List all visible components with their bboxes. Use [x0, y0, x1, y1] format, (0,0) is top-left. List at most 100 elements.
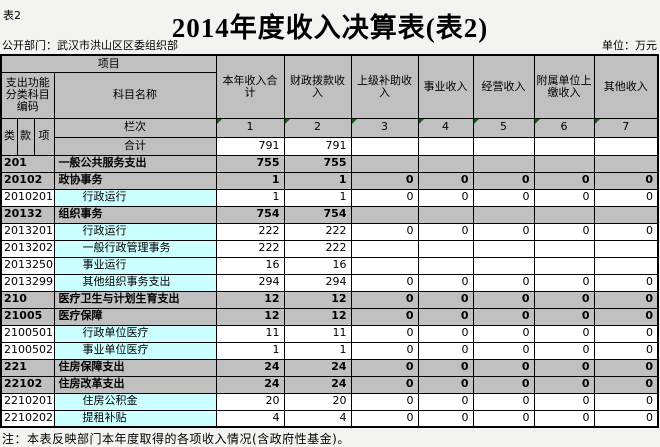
- total-label: 合计: [53, 136, 217, 156]
- row-value: 0: [472, 222, 535, 241]
- row-code: 2013201: [0, 222, 55, 241]
- row-value: 0: [350, 171, 419, 190]
- row-value: [472, 256, 535, 275]
- row-value: [593, 205, 659, 224]
- total-value: 791: [215, 136, 285, 156]
- table-row: 20102 政协事务 1 1 0 0 0 0 0: [0, 171, 659, 190]
- row-value: [533, 256, 595, 275]
- row-value: 1: [283, 188, 352, 207]
- row-value: 0: [472, 375, 535, 394]
- total-value: [533, 136, 595, 156]
- row-value: 0: [350, 392, 419, 411]
- header-col-operating-income: 经营收入: [472, 54, 535, 119]
- row-value: 0: [350, 358, 419, 377]
- table-row: 221 住房保障支出 24 24 0 0 0 0 0: [0, 358, 659, 377]
- row-value: 0: [593, 375, 659, 394]
- cell-flag-triangle-icon: [535, 119, 540, 124]
- row-value: 0: [350, 307, 419, 326]
- row-value: 24: [215, 358, 285, 377]
- row-value: 24: [283, 358, 352, 377]
- row-value: 0: [350, 341, 419, 360]
- table-row: 21005 医疗保障 12 12 0 0 0 0 0: [0, 307, 659, 326]
- row-value: [350, 154, 419, 173]
- row-subject-name: 事业单位医疗: [53, 341, 217, 360]
- row-value: [533, 154, 595, 173]
- row-value: 0: [350, 409, 419, 428]
- row-value: 0: [417, 409, 474, 428]
- row-code: 2013250: [0, 256, 55, 275]
- header-col-other-income: 其他收入: [593, 54, 659, 119]
- row-value: 0: [593, 307, 659, 326]
- cell-flag-triangle-icon: [285, 119, 290, 124]
- row-value: 0: [533, 392, 595, 411]
- column-number-cell: 2: [283, 117, 352, 138]
- row-subject-name: 医疗卫生与计划生育支出: [53, 290, 217, 309]
- header-code-item: 项: [33, 117, 55, 156]
- row-value: 0: [472, 341, 535, 360]
- row-value: 12: [283, 290, 352, 309]
- row-code: 221: [0, 358, 55, 377]
- column-number: 2: [314, 120, 321, 134]
- header-col-superior-subsidy: 上级补助收入: [350, 54, 419, 119]
- row-value: 4: [215, 409, 285, 428]
- row-value: 0: [593, 341, 659, 360]
- column-number-cell: 4: [417, 117, 474, 138]
- cell-flag-triangle-icon: [352, 119, 357, 124]
- row-value: 755: [215, 154, 285, 173]
- row-value: 1: [283, 171, 352, 190]
- row-value: 0: [417, 358, 474, 377]
- row-value: 12: [283, 307, 352, 326]
- total-value: [472, 136, 535, 156]
- row-value: 222: [283, 222, 352, 241]
- row-value: 0: [593, 273, 659, 292]
- row-subject-name: 一般公共服务支出: [53, 154, 217, 173]
- row-value: 0: [417, 188, 474, 207]
- row-value: 0: [472, 358, 535, 377]
- column-number-cell: 6: [533, 117, 595, 138]
- row-value: 0: [593, 324, 659, 343]
- row-value: [417, 256, 474, 275]
- row-value: 0: [533, 324, 595, 343]
- row-value: 0: [350, 324, 419, 343]
- row-subject-name: 医疗保障: [53, 307, 217, 326]
- row-code: 210: [0, 290, 55, 309]
- header-code-class: 类: [0, 117, 18, 156]
- row-value: 222: [215, 239, 285, 258]
- corner-label: 表2: [3, 9, 21, 22]
- row-subject-name: 组织事务: [53, 205, 217, 224]
- row-subject-name: 政协事务: [53, 171, 217, 190]
- row-code: 22102: [0, 375, 55, 394]
- table-row: 2013201 行政运行 222 222 0 0 0 0 0: [0, 222, 659, 241]
- row-value: 0: [417, 392, 474, 411]
- row-value: 0: [593, 392, 659, 411]
- row-value: 0: [593, 409, 659, 428]
- table-row: 2013202 一般行政管理事务 222 222: [0, 239, 659, 258]
- row-value: [533, 239, 595, 258]
- row-value: [472, 154, 535, 173]
- row-value: 1: [215, 188, 285, 207]
- row-value: 0: [472, 171, 535, 190]
- row-value: 0: [417, 290, 474, 309]
- column-number: 6: [560, 120, 568, 134]
- row-subject-name: 住房保障支出: [53, 358, 217, 377]
- column-number: 7: [622, 120, 630, 134]
- row-subject-name: 行政运行: [53, 188, 217, 207]
- row-value: 222: [283, 239, 352, 258]
- row-value: 0: [533, 290, 595, 309]
- cell-flag-triangle-icon: [217, 119, 222, 124]
- row-value: 0: [533, 341, 595, 360]
- table-row: 2100502 事业单位医疗 1 1 0 0 0 0 0: [0, 341, 659, 360]
- cell-flag-triangle-icon: [595, 119, 600, 124]
- row-value: [350, 205, 419, 224]
- row-value: 20: [283, 392, 352, 411]
- row-code: 2013299: [0, 273, 55, 292]
- header-row-index-label: 栏次: [53, 117, 217, 138]
- row-subject-name: 行政单位医疗: [53, 324, 217, 343]
- total-value: [593, 136, 659, 156]
- unit-label: 单位：万元: [602, 39, 657, 52]
- header-code: 支出功能分类科目编码: [0, 71, 55, 119]
- row-code: 2210201: [0, 392, 55, 411]
- column-number: 5: [500, 120, 507, 134]
- table-row: 2100501 行政单位医疗 11 11 0 0 0 0 0: [0, 324, 659, 343]
